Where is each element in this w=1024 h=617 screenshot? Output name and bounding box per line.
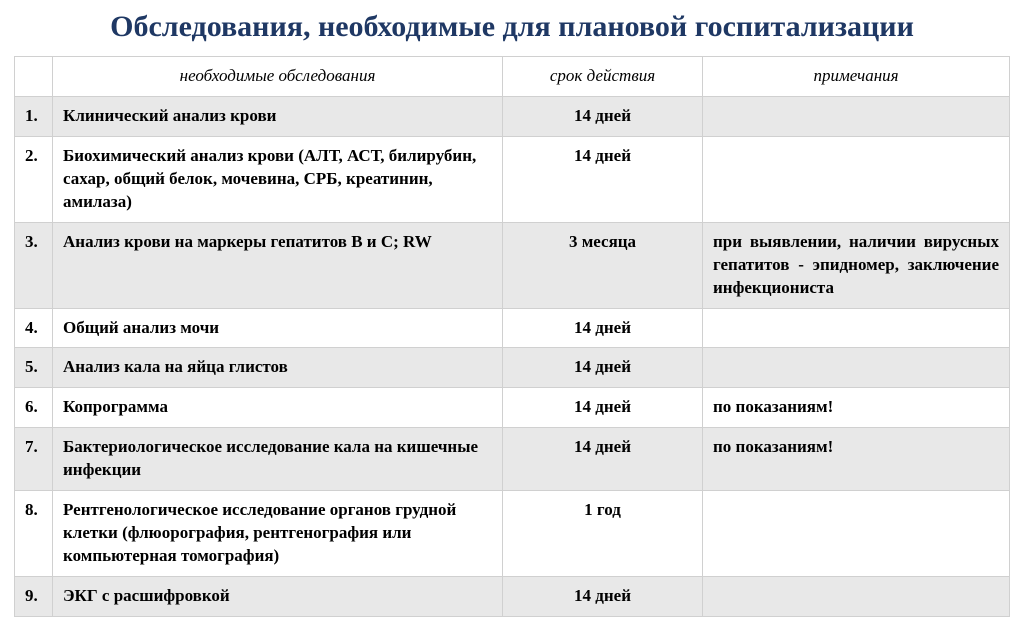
row-exam: Общий анализ мочи (53, 308, 503, 348)
row-notes (703, 491, 1010, 577)
row-validity: 14 дней (503, 428, 703, 491)
row-num: 4. (15, 308, 53, 348)
examinations-table: необходимые обследования срок действия п… (14, 56, 1010, 617)
row-notes: при выявлении, наличии вирусных гепатито… (703, 222, 1010, 308)
row-validity: 14 дней (503, 96, 703, 136)
row-notes (703, 136, 1010, 222)
row-exam: Бактериологическое исследование кала на … (53, 428, 503, 491)
row-notes: по показаниям! (703, 428, 1010, 491)
row-notes (703, 577, 1010, 617)
row-num: 3. (15, 222, 53, 308)
table-row: 2. Биохимический анализ крови (АЛТ, АСТ,… (15, 136, 1010, 222)
row-exam: Копрограмма (53, 388, 503, 428)
row-validity: 14 дней (503, 348, 703, 388)
row-exam: Клинический анализ крови (53, 96, 503, 136)
row-num: 7. (15, 428, 53, 491)
table-row: 9. ЭКГ с расшифровкой 14 дней (15, 577, 1010, 617)
row-num: 9. (15, 577, 53, 617)
row-exam: Анализ кала на яйца глистов (53, 348, 503, 388)
page-title: Обследования, необходимые для плановой г… (14, 10, 1010, 44)
row-notes (703, 348, 1010, 388)
header-exam: необходимые обследования (53, 57, 503, 97)
row-validity: 3 месяца (503, 222, 703, 308)
table-row: 4. Общий анализ мочи 14 дней (15, 308, 1010, 348)
row-exam: Анализ крови на маркеры гепатитов В и С;… (53, 222, 503, 308)
row-notes (703, 308, 1010, 348)
table-row: 3. Анализ крови на маркеры гепатитов В и… (15, 222, 1010, 308)
row-num: 6. (15, 388, 53, 428)
row-exam: Биохимический анализ крови (АЛТ, АСТ, би… (53, 136, 503, 222)
row-num: 1. (15, 96, 53, 136)
table-header-row: необходимые обследования срок действия п… (15, 57, 1010, 97)
row-validity: 1 год (503, 491, 703, 577)
row-exam: ЭКГ с расшифровкой (53, 577, 503, 617)
row-num: 2. (15, 136, 53, 222)
row-validity: 14 дней (503, 577, 703, 617)
table-row: 8. Рентгенологическое исследование орган… (15, 491, 1010, 577)
row-num: 8. (15, 491, 53, 577)
row-notes (703, 96, 1010, 136)
table-row: 5. Анализ кала на яйца глистов 14 дней (15, 348, 1010, 388)
row-exam: Рентгенологическое исследование органов … (53, 491, 503, 577)
row-validity: 14 дней (503, 308, 703, 348)
table-row: 7. Бактериологическое исследование кала … (15, 428, 1010, 491)
table-row: 1. Клинический анализ крови 14 дней (15, 96, 1010, 136)
table-row: 6. Копрограмма 14 дней по показаниям! (15, 388, 1010, 428)
header-num (15, 57, 53, 97)
row-validity: 14 дней (503, 388, 703, 428)
header-validity: срок действия (503, 57, 703, 97)
header-notes: примечания (703, 57, 1010, 97)
row-num: 5. (15, 348, 53, 388)
row-validity: 14 дней (503, 136, 703, 222)
row-notes: по показаниям! (703, 388, 1010, 428)
